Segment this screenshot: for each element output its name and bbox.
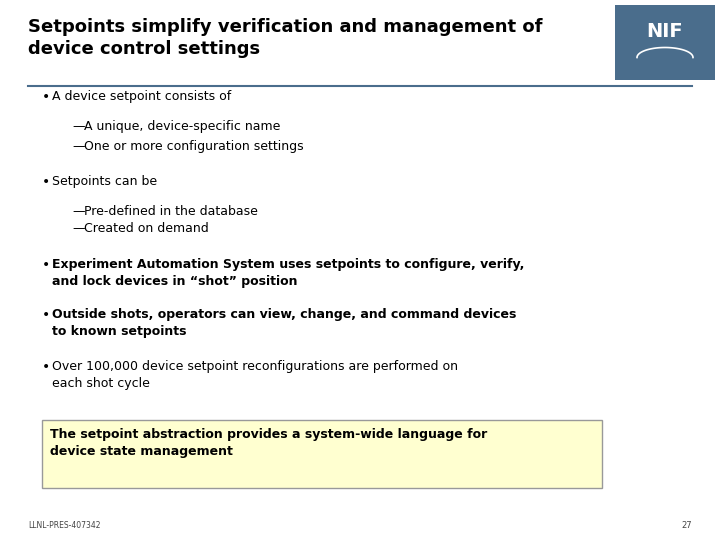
Text: Created on demand: Created on demand — [84, 222, 209, 235]
Text: 27: 27 — [681, 521, 692, 530]
Text: —: — — [72, 222, 84, 235]
Text: —: — — [72, 140, 84, 153]
Text: Outside shots, operators can view, change, and command devices
to known setpoint: Outside shots, operators can view, chang… — [52, 308, 516, 338]
Text: Setpoints can be: Setpoints can be — [52, 175, 157, 188]
FancyBboxPatch shape — [615, 5, 715, 80]
Text: The setpoint abstraction provides a system-wide language for
device state manage: The setpoint abstraction provides a syst… — [50, 428, 487, 458]
Text: Over 100,000 device setpoint reconfigurations are performed on
each shot cycle: Over 100,000 device setpoint reconfigura… — [52, 360, 458, 389]
Text: One or more configuration settings: One or more configuration settings — [84, 140, 304, 153]
Text: NIF: NIF — [647, 22, 683, 40]
Text: •: • — [42, 360, 50, 374]
Text: A unique, device-specific name: A unique, device-specific name — [84, 120, 280, 133]
Text: •: • — [42, 90, 50, 104]
Text: LLNL-PRES-407342: LLNL-PRES-407342 — [28, 521, 101, 530]
Text: —: — — [72, 120, 84, 133]
FancyBboxPatch shape — [42, 420, 602, 488]
Text: A device setpoint consists of: A device setpoint consists of — [52, 90, 231, 103]
Text: Pre-defined in the database: Pre-defined in the database — [84, 205, 258, 218]
Text: Setpoints simplify verification and management of
device control settings: Setpoints simplify verification and mana… — [28, 18, 542, 57]
Text: •: • — [42, 308, 50, 322]
Text: •: • — [42, 258, 50, 272]
Text: —: — — [72, 205, 84, 218]
Text: •: • — [42, 175, 50, 189]
Text: Experiment Automation System uses setpoints to configure, verify,
and lock devic: Experiment Automation System uses setpoi… — [52, 258, 524, 287]
